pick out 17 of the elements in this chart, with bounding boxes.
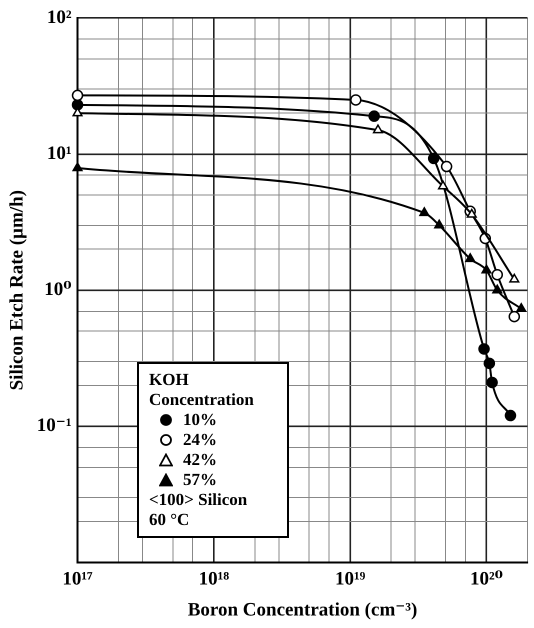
x-tick-label: 10¹⁸	[198, 568, 230, 590]
annotation: 60 °C	[149, 510, 190, 530]
legend-label: 42%	[183, 450, 217, 470]
y-tick-label: 10¹	[46, 143, 72, 164]
x-tick-label: 10²⁰	[470, 568, 503, 590]
y-axis-title: Silicon Etch Rate (µm/h)	[6, 190, 28, 390]
y-tick-label: 10²	[46, 6, 72, 28]
x-tick-label: 10¹⁷	[62, 568, 94, 590]
legend-label: 24%	[183, 430, 217, 450]
legend-label: 10%	[183, 410, 217, 430]
y-tick-label: 10⁰	[44, 279, 72, 300]
y-tick-label: 10⁻¹	[36, 415, 72, 436]
legend-title: KOH Concentration	[149, 370, 255, 410]
legend-label: 57%	[183, 470, 217, 490]
x-axis-title: Boron Concentration (cm⁻³)	[188, 600, 418, 621]
annotation: <100> Silicon	[149, 490, 248, 510]
x-tick-label: 10¹⁹	[334, 568, 366, 590]
